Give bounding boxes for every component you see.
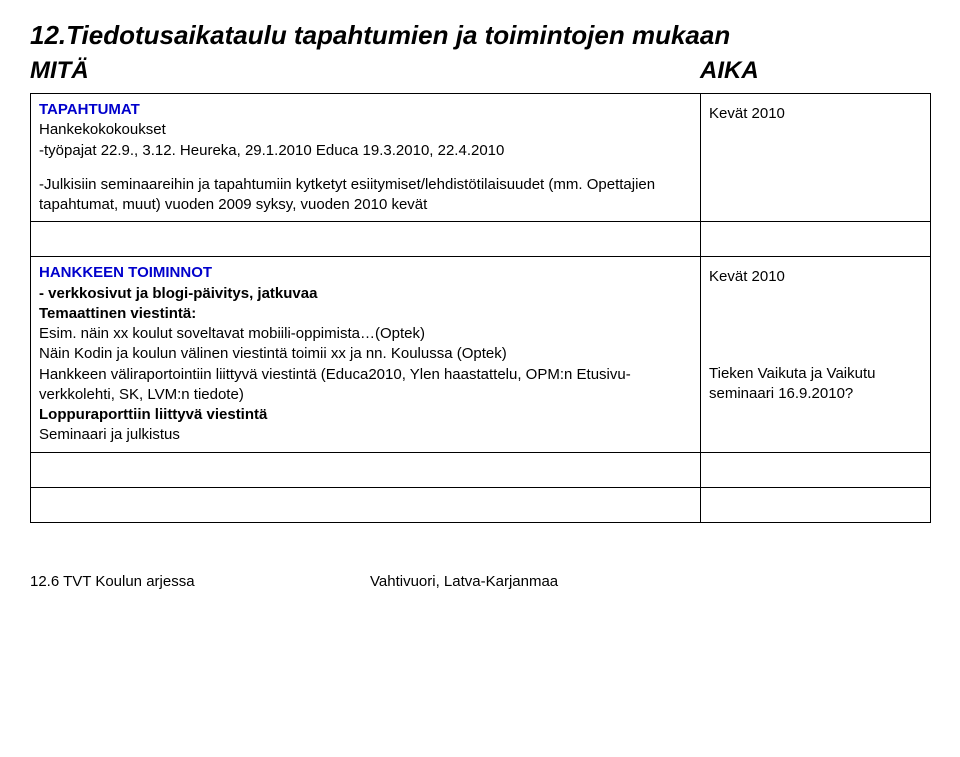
table-header: MITÄ AIKA bbox=[30, 57, 930, 85]
empty-cell bbox=[31, 452, 701, 487]
table-row: TAPAHTUMAT Hankekokokoukset -työpajat 22… bbox=[31, 94, 931, 222]
text-line: Tieken Vaikuta ja Vaikutu seminaari 16.9… bbox=[709, 364, 922, 405]
empty-cell bbox=[701, 487, 931, 522]
empty-cell bbox=[701, 452, 931, 487]
text-line: - verkkosivut ja blogi-päivitys, jatkuva… bbox=[39, 284, 692, 304]
footer-right: Vahtivuori, Latva-Karjanmaa bbox=[370, 573, 558, 590]
text-line: Temaattinen viestintä: bbox=[39, 304, 692, 324]
text-line: Hankekokokoukset bbox=[39, 120, 692, 140]
schedule-table: TAPAHTUMAT Hankekokokoukset -työpajat 22… bbox=[30, 93, 931, 523]
spacer bbox=[39, 161, 692, 175]
text-line: Näin Kodin ja koulun välinen viestintä t… bbox=[39, 344, 692, 364]
cell-activities: HANKKEEN TOIMINNOT - verkkosivut ja blog… bbox=[31, 257, 701, 452]
cell-time: Kevät 2010 Tieken Vaikuta ja Vaikutu sem… bbox=[701, 257, 931, 452]
cell-events: TAPAHTUMAT Hankekokokoukset -työpajat 22… bbox=[31, 94, 701, 222]
table-row bbox=[31, 222, 931, 257]
table-row: HANKKEEN TOIMINNOT - verkkosivut ja blog… bbox=[31, 257, 931, 452]
text-line: Loppuraporttiin liittyvä viestintä bbox=[39, 405, 692, 425]
text-line: Esim. näin xx koulut soveltavat mobiili-… bbox=[39, 324, 692, 344]
table-row bbox=[31, 487, 931, 522]
section-heading: HANKKEEN TOIMINNOT bbox=[39, 263, 692, 283]
table-row bbox=[31, 452, 931, 487]
cell-time: Kevät 2010 bbox=[701, 94, 931, 222]
footer-left: 12.6 TVT Koulun arjessa bbox=[30, 573, 370, 590]
text-line: Seminaari ja julkistus bbox=[39, 425, 692, 445]
page-title: 12.Tiedotusaikataulu tapahtumien ja toim… bbox=[30, 20, 930, 51]
text-line: Kevät 2010 bbox=[709, 267, 922, 287]
text-line: -Julkisiin seminaareihin ja tapahtumiin … bbox=[39, 175, 692, 216]
text-line: Hankkeen väliraportointiin liittyvä vies… bbox=[39, 365, 692, 406]
empty-cell bbox=[31, 222, 701, 257]
empty-cell bbox=[31, 487, 701, 522]
text-line: Kevät 2010 bbox=[709, 104, 922, 124]
section-heading: TAPAHTUMAT bbox=[39, 100, 692, 120]
text-line: -työpajat 22.9., 3.12. Heureka, 29.1.201… bbox=[39, 141, 692, 161]
header-col-2: AIKA bbox=[700, 57, 930, 85]
empty-cell bbox=[701, 222, 931, 257]
page-footer: 12.6 TVT Koulun arjessa Vahtivuori, Latv… bbox=[30, 573, 930, 590]
header-col-1: MITÄ bbox=[30, 57, 700, 85]
